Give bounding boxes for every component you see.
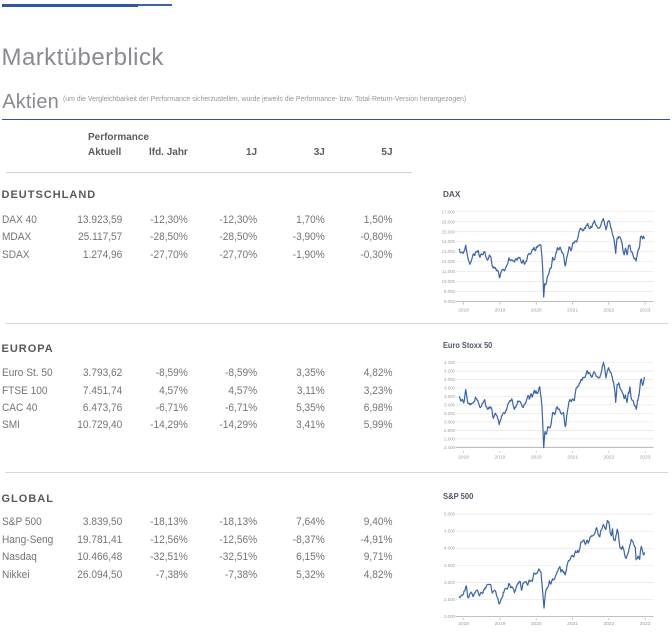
svg-text:2.800: 2.800 — [444, 428, 456, 433]
svg-text:3.400: 3.400 — [444, 403, 456, 408]
svg-text:2020: 2020 — [531, 307, 542, 313]
svg-text:3.500: 3.500 — [444, 563, 456, 568]
svg-text:2023: 2023 — [640, 621, 651, 627]
svg-text:2022: 2022 — [603, 455, 614, 461]
svg-text:11.000: 11.000 — [442, 269, 456, 274]
svg-text:2019: 2019 — [495, 621, 506, 627]
svg-text:15.000: 15.000 — [442, 229, 456, 234]
svg-text:3.800: 3.800 — [444, 386, 456, 391]
svg-text:2020: 2020 — [531, 455, 542, 461]
svg-text:2.400: 2.400 — [444, 445, 456, 450]
svg-text:3.600: 3.600 — [444, 394, 456, 399]
svg-text:9.000: 9.000 — [444, 289, 456, 294]
svg-text:2019: 2019 — [495, 307, 506, 313]
svg-text:2023: 2023 — [640, 307, 651, 313]
svg-text:2021: 2021 — [567, 455, 578, 461]
svg-text:3.200: 3.200 — [444, 411, 456, 416]
svg-text:2020: 2020 — [531, 621, 542, 627]
svg-text:3.000: 3.000 — [444, 419, 456, 424]
svg-text:2.600: 2.600 — [444, 436, 456, 441]
svg-text:2021: 2021 — [567, 307, 578, 313]
svg-text:3.000: 3.000 — [444, 580, 456, 585]
svg-text:2019: 2019 — [495, 455, 506, 461]
svg-text:14.000: 14.000 — [442, 239, 456, 244]
svg-text:2018: 2018 — [458, 621, 469, 627]
svg-text:17.000: 17.000 — [442, 209, 456, 214]
svg-text:2.500: 2.500 — [444, 597, 456, 602]
svg-text:2022: 2022 — [603, 621, 614, 627]
svg-text:13.000: 13.000 — [442, 249, 456, 254]
svg-text:2021: 2021 — [567, 621, 578, 627]
svg-text:16.000: 16.000 — [442, 219, 456, 224]
svg-text:12.000: 12.000 — [442, 259, 456, 264]
svg-text:4.000: 4.000 — [444, 377, 456, 382]
svg-text:4.400: 4.400 — [444, 360, 456, 365]
svg-text:Euro Stoxx 50: Euro Stoxx 50 — [443, 341, 493, 350]
svg-text:8.000: 8.000 — [444, 299, 456, 304]
svg-text:2023: 2023 — [640, 455, 651, 461]
svg-text:S&P 500: S&P 500 — [443, 492, 474, 501]
svg-text:10.000: 10.000 — [442, 279, 456, 284]
svg-text:4.200: 4.200 — [444, 369, 456, 374]
svg-text:4.500: 4.500 — [444, 529, 456, 534]
svg-text:2.000: 2.000 — [444, 614, 456, 619]
svg-text:4.000: 4.000 — [444, 546, 456, 551]
svg-text:5.000: 5.000 — [444, 512, 456, 517]
svg-text:2022: 2022 — [603, 307, 614, 313]
svg-text:DAX: DAX — [443, 190, 461, 199]
svg-text:2018: 2018 — [458, 307, 469, 313]
svg-text:2018: 2018 — [458, 455, 469, 461]
